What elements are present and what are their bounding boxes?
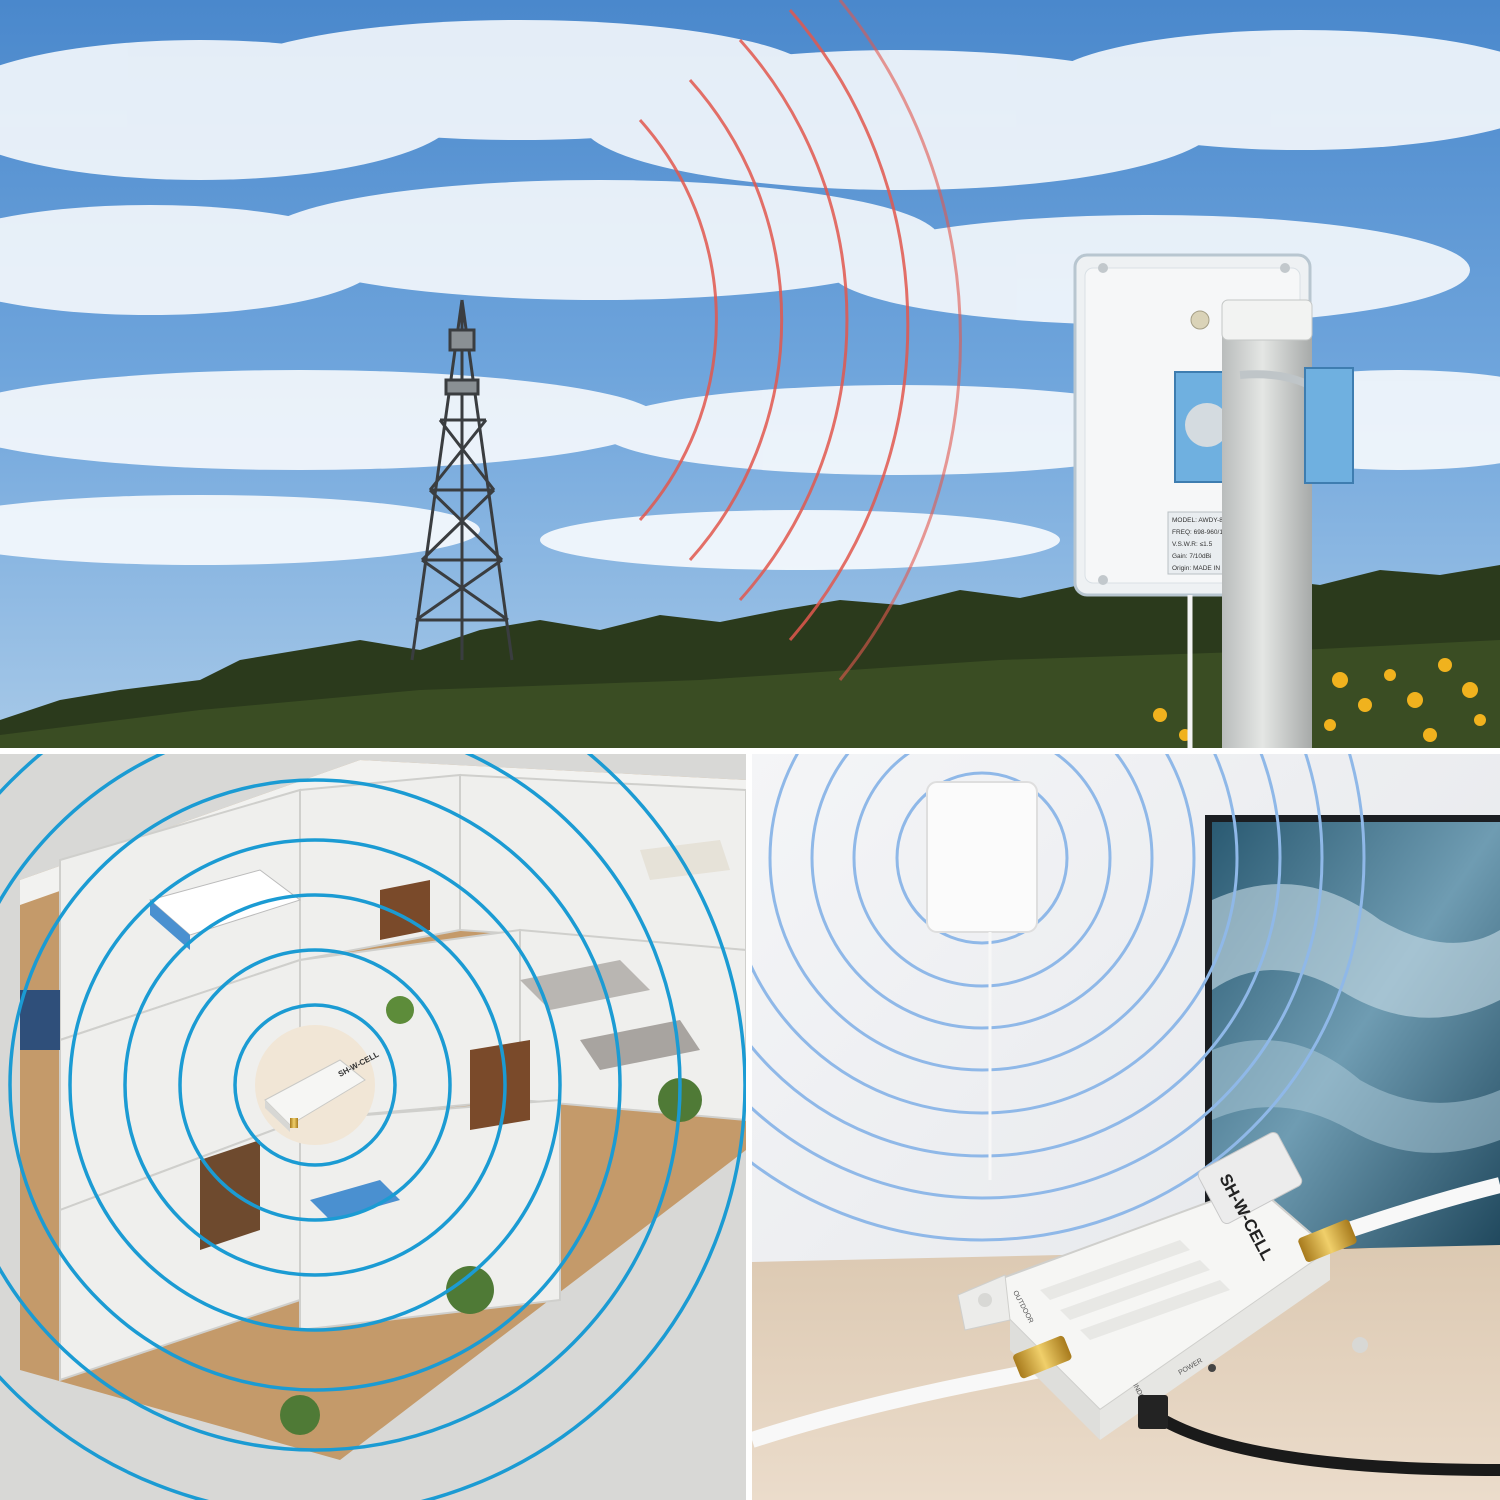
- furniture: [20, 840, 730, 1435]
- signal-waves-blue: [0, 754, 746, 1500]
- mounting-pole: [1221, 299, 1354, 748]
- indoor-panel-antenna: [926, 781, 1038, 1180]
- flowers: [1153, 658, 1486, 742]
- clouds: [0, 20, 1500, 570]
- sma-connector-right: [1298, 1219, 1357, 1262]
- spec-line-3: V.S.W.R: ≤1.5: [1172, 541, 1213, 548]
- divider-vertical: [746, 754, 752, 1500]
- sma-connector-left: [1013, 1335, 1072, 1379]
- indoor-antenna-scene: SH-W-CELL OUTDOOR INDOOR POWER: [752, 754, 1500, 1500]
- spec-line-5: Origin: MADE IN CHINA: [1172, 565, 1243, 572]
- cell-tower: [410, 299, 514, 661]
- spec-line-1: MODEL: AWDY-800-2600-: [1172, 517, 1249, 524]
- cable-left: [752, 1362, 1042, 1448]
- booster-inset: SH-W-CELL: [255, 1025, 381, 1145]
- divider-horizontal: [0, 748, 1500, 754]
- floorplan-coverage-scene: SH-W-CELL: [0, 754, 746, 1500]
- signal-waves-light-blue: [752, 754, 1366, 1242]
- power-cable: [1151, 1409, 1500, 1476]
- signal-waves-red: [638, 0, 962, 681]
- spec-line-4: Gain: 7/10dBi: [1172, 553, 1211, 560]
- outdoor-antenna-scene: MODEL: AWDY-800-2600- FREQ: 698-960/1710…: [0, 0, 1500, 748]
- power-plug: [1138, 1395, 1168, 1429]
- spec-line-2: FREQ: 698-960/1710-2690M: [1172, 529, 1256, 536]
